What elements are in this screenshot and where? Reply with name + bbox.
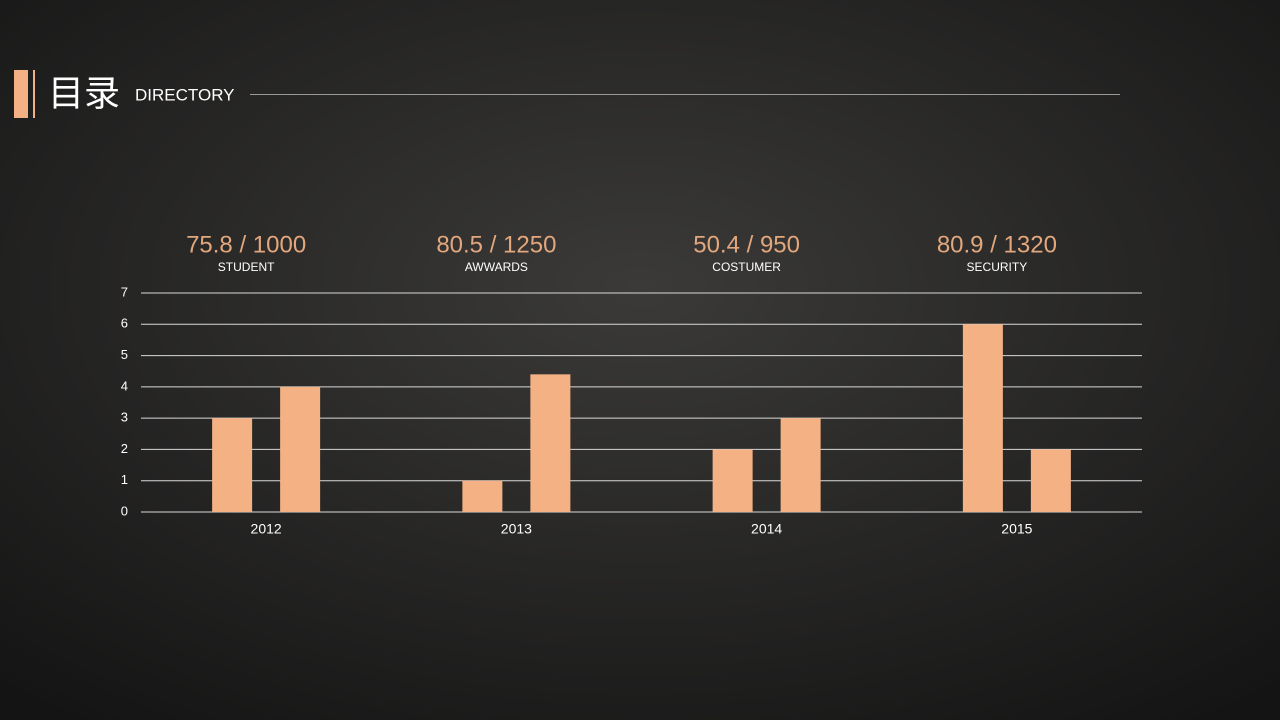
bar [462,480,503,512]
x-tick-label: 2013 [501,521,532,537]
y-tick-label: 5 [121,347,128,362]
stat-label: SECURITY [967,260,1028,274]
bar [212,418,253,512]
bar [1030,449,1071,512]
bar [280,386,321,512]
accent-bar [14,70,28,118]
y-tick-label: 3 [121,410,128,425]
stat-value: 80.9 / 1320 [937,231,1057,258]
bar [530,374,571,512]
y-tick-label: 0 [121,503,128,518]
stat-value: 50.4 / 950 [693,231,800,258]
header-title: 目录 [48,73,120,114]
x-tick-label: 2012 [251,521,282,537]
stat-label: COSTUMER [712,260,781,274]
x-tick-label: 2014 [751,521,782,537]
bar [780,418,821,512]
stat-value: 75.8 / 1000 [186,231,306,258]
x-tick-label: 2015 [1001,521,1032,537]
y-tick-label: 4 [121,378,128,393]
stat-value: 80.5 / 1250 [436,231,556,258]
y-tick-label: 6 [121,316,128,331]
y-tick-label: 1 [121,472,128,487]
bar [962,324,1003,512]
stat-label: STUDENT [218,260,275,274]
y-tick-label: 2 [121,441,128,456]
stat-label: AWWARDS [465,260,528,274]
header-subtitle: DIRECTORY [135,85,235,104]
accent-line [33,70,35,118]
bar [712,449,753,512]
y-tick-label: 7 [121,284,128,299]
